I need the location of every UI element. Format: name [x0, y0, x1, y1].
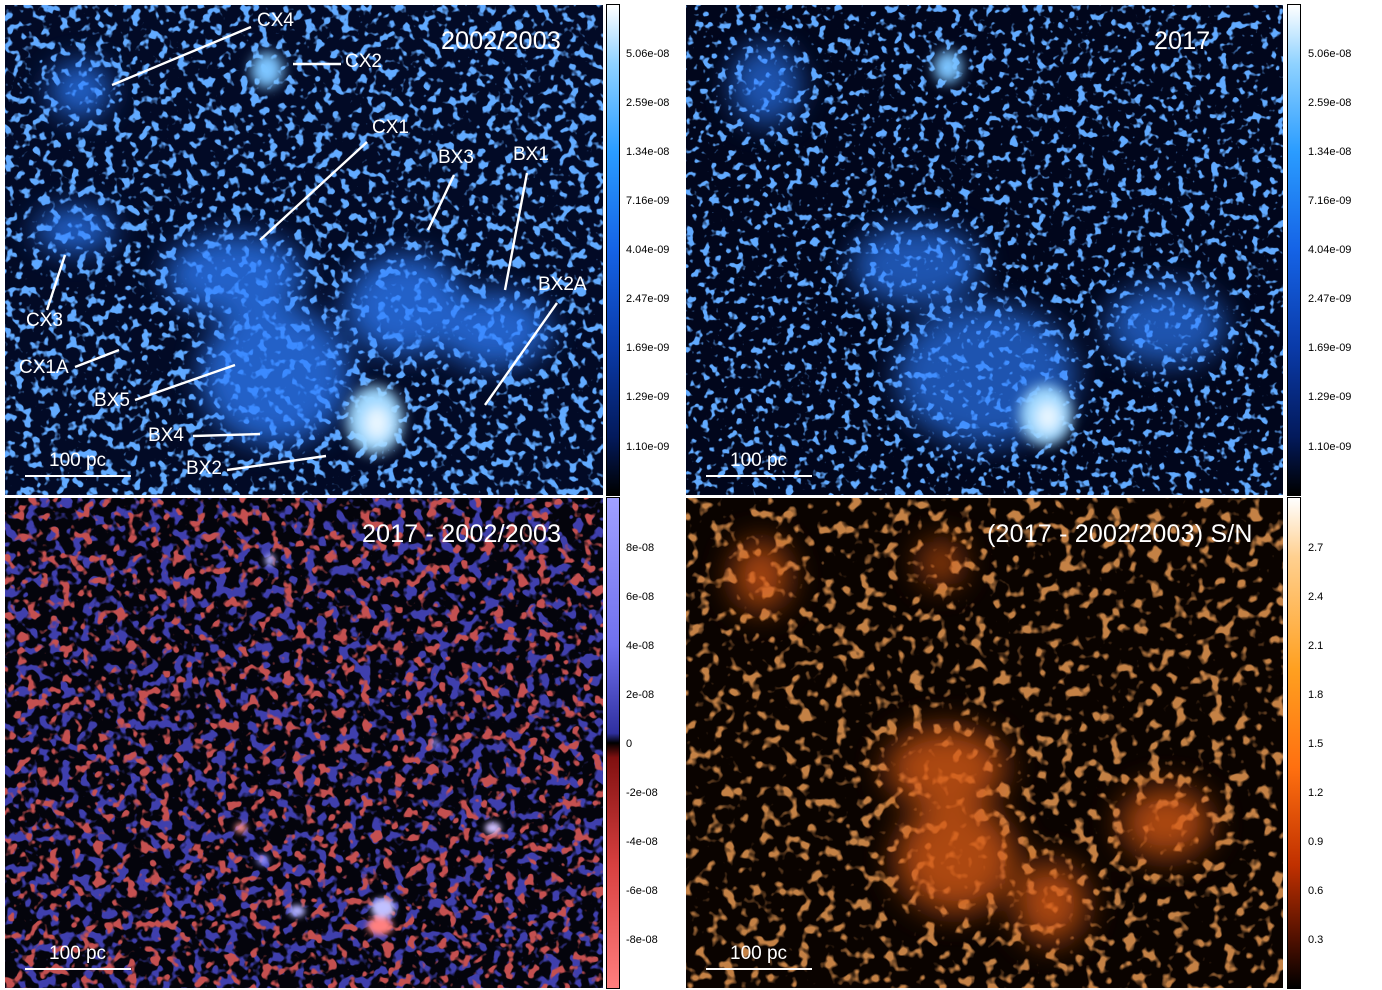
scale-label: 100 pc — [730, 450, 788, 471]
label-bx5: BX5 — [94, 390, 130, 411]
tick: 1.10e-09 — [626, 441, 670, 453]
tick: 1.34e-08 — [626, 146, 670, 158]
colorbar-difference — [606, 497, 620, 989]
tick: 5.06e-08 — [1308, 48, 1352, 60]
scale-bar — [25, 968, 131, 970]
panel-2017: 2017 100 pc — [686, 5, 1283, 495]
xray-image-2017 — [686, 5, 1283, 495]
tick: 1.34e-08 — [1308, 146, 1352, 158]
tick: 1.69e-09 — [626, 342, 670, 354]
label-bx1: BX1 — [513, 144, 549, 165]
colorbar-flux-left — [606, 4, 620, 496]
tick: 2.1 — [1308, 640, 1324, 652]
tick: 1.5 — [1308, 738, 1324, 750]
tick: 1.2 — [1308, 787, 1324, 799]
label-cx3: CX3 — [26, 310, 63, 331]
tick: -4e-08 — [626, 836, 658, 848]
tick: 7.16e-09 — [1308, 195, 1352, 207]
snr-image — [686, 498, 1283, 988]
colorbar-flux-right — [1287, 4, 1301, 496]
tick: 2.4 — [1308, 591, 1324, 603]
tick: 1.8 — [1308, 689, 1324, 701]
tick: 2.47e-09 — [1308, 293, 1352, 305]
scale-label: 100 pc — [730, 943, 788, 964]
tick: 7.16e-09 — [626, 195, 670, 207]
tick: 4.04e-09 — [626, 244, 670, 256]
tick: -6e-08 — [626, 885, 658, 897]
label-bx3: BX3 — [438, 147, 474, 168]
tick: 0.6 — [1308, 885, 1324, 897]
panel-title: (2017 - 2002/2003) S/N — [987, 520, 1253, 548]
tick: 4.04e-09 — [1308, 244, 1352, 256]
scale-label: 100 pc — [49, 943, 107, 964]
tick: 6e-08 — [626, 591, 655, 603]
panel-title: 2017 — [1154, 27, 1211, 55]
label-cx1a: CX1A — [19, 357, 69, 378]
tick: 5.06e-08 — [626, 48, 670, 60]
tick: 2.47e-09 — [626, 293, 670, 305]
tick: -2e-08 — [626, 787, 658, 799]
xray-image-2002-2003 — [5, 5, 603, 495]
panel-title: 2002/2003 — [441, 27, 561, 55]
label-bx2: BX2 — [186, 458, 222, 479]
panel-snr: (2017 - 2002/2003) S/N 100 pc — [686, 498, 1283, 988]
scale-bar — [706, 475, 812, 477]
label-bx2a: BX2A — [538, 274, 587, 295]
tick: 2.59e-08 — [1308, 97, 1352, 109]
tick: 0.3 — [1308, 934, 1324, 946]
tick: 2.7 — [1308, 542, 1324, 554]
tick: 0 — [626, 738, 633, 750]
tick: 8e-08 — [626, 542, 655, 554]
tick: -8e-08 — [626, 934, 658, 946]
label-cx4: CX4 — [257, 10, 294, 31]
panel-difference: 2017 - 2002/2003 100 pc — [5, 498, 603, 988]
scale-bar — [706, 968, 812, 970]
colorbar-snr — [1287, 497, 1301, 989]
tick: 4e-08 — [626, 640, 655, 652]
tick: 1.10e-09 — [1308, 441, 1352, 453]
tick: 1.29e-09 — [626, 391, 670, 403]
difference-image — [5, 498, 603, 988]
label-bx4: BX4 — [148, 425, 184, 446]
label-cx1: CX1 — [372, 117, 409, 138]
tick: 1.29e-09 — [1308, 391, 1352, 403]
panel-2002-2003: 2002/2003 CX4 CX2 CX1 BX3 BX1 BX2A CX3 C… — [5, 5, 603, 495]
panel-title: 2017 - 2002/2003 — [362, 520, 562, 548]
tick: 2.59e-08 — [626, 97, 670, 109]
tick: 2e-08 — [626, 689, 655, 701]
scale-bar — [25, 475, 131, 477]
tick: 1.69e-09 — [1308, 342, 1352, 354]
scale-label: 100 pc — [49, 450, 107, 471]
tick: 0.9 — [1308, 836, 1324, 848]
label-cx2: CX2 — [345, 51, 382, 72]
